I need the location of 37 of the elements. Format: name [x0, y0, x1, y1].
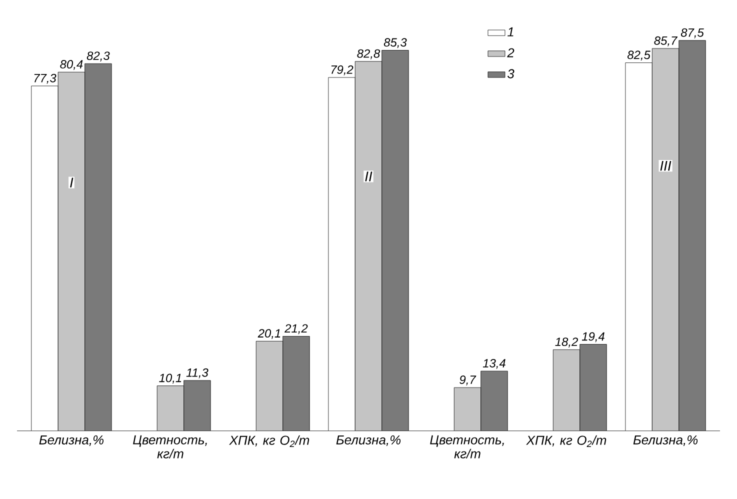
data-label: 85,7	[654, 36, 678, 46]
data-label: 85,3	[384, 38, 407, 48]
legend-label: 2	[507, 48, 514, 58]
bar	[652, 48, 680, 431]
data-label: 82,3	[86, 52, 110, 62]
legend-label: 3	[507, 69, 514, 78]
data-label: 82,5	[627, 50, 650, 61]
annotation: II	[365, 172, 372, 182]
bar	[454, 388, 481, 431]
data-label: 20,1	[258, 329, 280, 340]
legend-label: 1	[508, 27, 514, 36]
data-label: 82,8	[357, 49, 380, 60]
data-label: 11,3	[186, 368, 208, 378]
x-tick-label: Белизна,%	[39, 435, 104, 446]
data-label: 10,1	[159, 374, 182, 384]
data-label: 18,2	[555, 338, 578, 348]
bar	[58, 72, 85, 431]
data-label: 80,4	[60, 60, 83, 70]
x-tick-label: Белизна,%	[633, 435, 698, 446]
data-label: 21,2	[284, 324, 308, 334]
data-label: 87,5	[680, 28, 704, 38]
bar	[355, 61, 382, 431]
bar	[157, 386, 184, 431]
x-tick-label: ХПК, кг O$_{2}$/т	[229, 435, 310, 448]
data-label: 9,7	[460, 376, 476, 386]
bar	[553, 350, 580, 431]
data-label: 77,3	[34, 74, 56, 84]
bar	[256, 341, 283, 431]
data-label: 13,4	[482, 359, 506, 369]
x-tick-label: Цветность, кг/т	[133, 435, 207, 458]
x-tick-label: Белизна,%	[336, 435, 401, 446]
annotation: III	[660, 161, 672, 171]
x-tick-label: ХПК, кг O$_{2}$/т	[526, 435, 606, 448]
x-tick-label: Цветность, кг/т	[430, 435, 504, 458]
data-label: 19,4	[582, 332, 604, 342]
data-label: 79,2	[331, 65, 354, 76]
annotation: I	[70, 178, 74, 188]
